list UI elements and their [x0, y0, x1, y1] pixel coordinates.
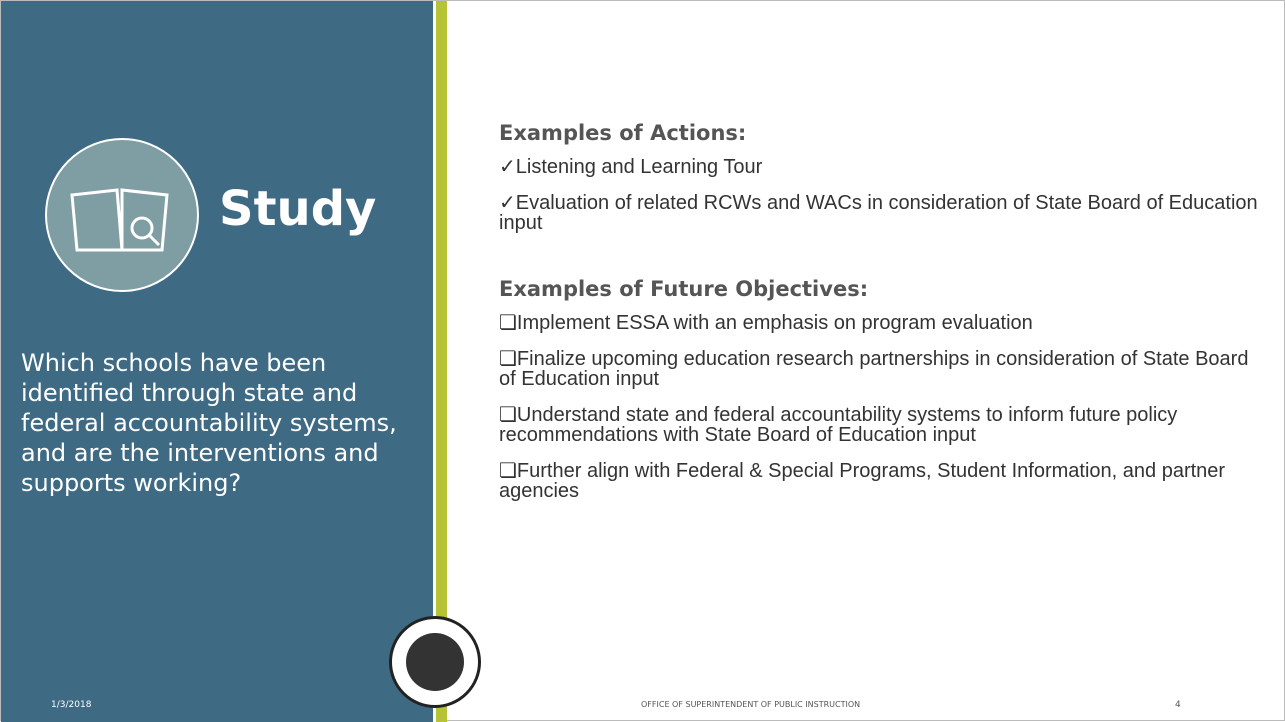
list-item: ✓Evaluation of related RCWs and WACs in … — [499, 192, 1258, 234]
heading: Examples of Actions: — [499, 121, 747, 145]
list-item: ❏Understand state and federal accountabi… — [499, 404, 1178, 446]
list-item: ❏Implement ESSA with an emphasis on prog… — [499, 312, 1033, 334]
list-item: ✓Listening and Learning Tour — [499, 156, 763, 178]
title: Study — [219, 181, 377, 237]
seal — [389, 616, 481, 708]
list-item: ❏Finalize upcoming education research pa… — [499, 348, 1249, 390]
accent-bar — [433, 1, 447, 722]
question: Which schools have been identified throu… — [21, 349, 397, 497]
list: ❏Implement ESSA with an emphasis on prog… — [499, 313, 1259, 501]
page-number: 4 — [1175, 700, 1181, 710]
footer: OFFICE OF SUPERINTENDENT OF PUBLIC INSTR… — [641, 700, 861, 709]
content: Examples of Actions: ✓Listening and Lear… — [499, 121, 1259, 517]
heading: Examples of Future Objectives: — [499, 277, 869, 301]
list-item: ❏Further align with Federal & Special Pr… — [499, 460, 1226, 502]
list: ✓Listening and Learning Tour ✓Evaluation … — [499, 157, 1259, 233]
book-svg — [70, 188, 169, 252]
sidebar — [1, 1, 433, 722]
date: 1/3/2018 — [51, 700, 92, 710]
book-icon — [45, 138, 199, 292]
